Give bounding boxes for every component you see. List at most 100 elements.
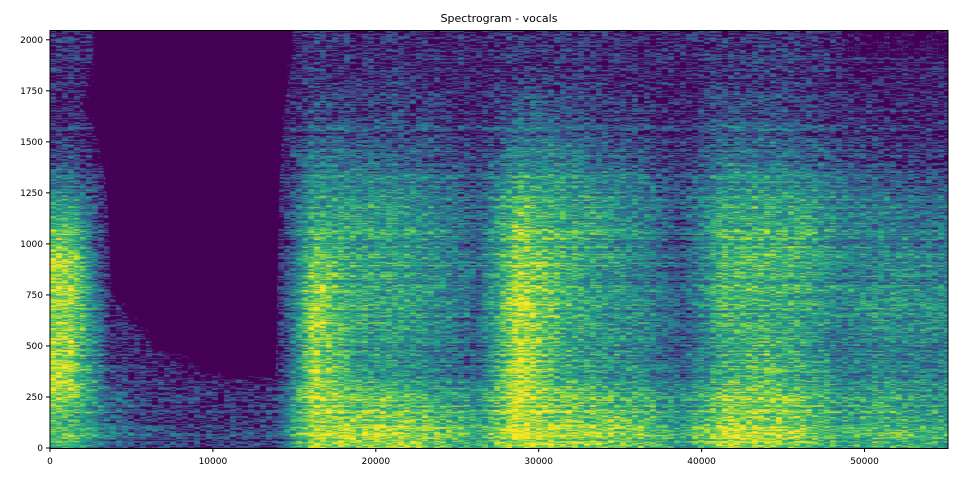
heatmap-cell xyxy=(620,30,662,83)
heatmap-cell xyxy=(375,186,418,240)
heatmap-cell xyxy=(823,239,866,292)
heatmap-cell xyxy=(335,134,377,188)
heatmap-cell xyxy=(294,395,336,449)
heatmap-cell xyxy=(50,395,92,449)
heatmap-cell xyxy=(90,239,132,292)
heatmap-cell xyxy=(335,82,377,135)
heatmap-cell xyxy=(783,82,825,135)
heatmap-cell xyxy=(905,395,949,449)
heatmap-cell xyxy=(538,395,580,449)
heatmap-cell xyxy=(375,134,418,188)
heatmap-cell xyxy=(212,134,255,188)
heatmap-cell xyxy=(620,134,662,188)
heatmap-cell xyxy=(294,82,336,135)
heatmap-cell xyxy=(864,82,906,135)
heatmap-cell xyxy=(620,291,662,344)
heatmap-cell xyxy=(294,134,336,188)
heatmap-cell xyxy=(50,82,92,135)
heatmap-cell xyxy=(497,239,540,292)
x-tick-label: 40000 xyxy=(687,457,716,467)
heatmap-cell xyxy=(253,395,295,449)
heatmap-cell xyxy=(620,239,662,292)
heatmap-cell xyxy=(416,186,458,240)
heatmap-cell xyxy=(620,343,662,397)
heatmap-cell xyxy=(538,82,580,135)
heatmap-cell xyxy=(294,291,336,344)
x-tick-label: 10000 xyxy=(199,457,228,467)
heatmap-cell xyxy=(375,291,418,344)
heatmap-cell xyxy=(497,134,540,188)
heatmap-cell xyxy=(864,30,906,83)
heatmap-cell xyxy=(172,343,214,397)
heatmap-cell xyxy=(294,343,336,397)
heatmap-cell xyxy=(212,395,255,449)
heatmap-cell xyxy=(212,343,255,397)
heatmap-cell xyxy=(742,186,784,240)
heatmap-cell xyxy=(90,186,132,240)
heatmap-cell xyxy=(50,291,92,344)
heatmap-cell xyxy=(701,82,743,135)
heatmap-cell xyxy=(335,395,377,449)
heatmap-cell xyxy=(212,82,255,135)
heatmap-cell xyxy=(905,186,949,240)
heatmap-cell xyxy=(457,239,499,292)
heatmap-cells xyxy=(50,30,949,449)
heatmap-cell xyxy=(497,186,540,240)
y-tick-label: 250 xyxy=(26,393,43,403)
x-tick-label: 30000 xyxy=(524,457,553,467)
heatmap-cell xyxy=(783,395,825,449)
heatmap-cell xyxy=(335,239,377,292)
heatmap-cell xyxy=(823,186,866,240)
heatmap-cell xyxy=(864,291,906,344)
heatmap-cell xyxy=(864,186,906,240)
y-tick-label: 1250 xyxy=(20,189,43,199)
heatmap-cell xyxy=(457,134,499,188)
heatmap-cell xyxy=(416,395,458,449)
heatmap-cell xyxy=(864,343,906,397)
heatmap-cell xyxy=(660,30,703,83)
heatmap-cell xyxy=(620,186,662,240)
heatmap-cell xyxy=(375,343,418,397)
heatmap-cell xyxy=(294,30,336,83)
heatmap-cell xyxy=(620,395,662,449)
heatmap-cell xyxy=(457,30,499,83)
heatmap-cell xyxy=(905,82,949,135)
heatmap-cell xyxy=(538,343,580,397)
heatmap-cell xyxy=(660,82,703,135)
heatmap-cell xyxy=(212,239,255,292)
heatmap-cell xyxy=(375,239,418,292)
heatmap-cell xyxy=(701,239,743,292)
heatmap-cell xyxy=(701,343,743,397)
heatmap-cell xyxy=(253,134,295,188)
heatmap-cell xyxy=(50,186,92,240)
heatmap-cell xyxy=(212,30,255,83)
heatmap-cell xyxy=(823,291,866,344)
heatmap-cell xyxy=(457,291,499,344)
heatmap-cell xyxy=(253,82,295,135)
heatmap-cell xyxy=(90,134,132,188)
heatmap-cell xyxy=(783,186,825,240)
heatmap-cell xyxy=(416,239,458,292)
heatmap-cell xyxy=(701,395,743,449)
heatmap-cell xyxy=(131,30,173,83)
y-tick-label: 500 xyxy=(26,342,43,352)
heatmap-cell xyxy=(50,343,92,397)
heatmap-cell xyxy=(783,30,825,83)
heatmap-cell xyxy=(212,186,255,240)
heatmap-cell xyxy=(335,186,377,240)
chart-title: Spectrogram - vocals xyxy=(441,12,558,25)
heatmap-cell xyxy=(905,239,949,292)
heatmap-cell xyxy=(497,343,540,397)
heatmap-cell xyxy=(701,30,743,83)
heatmap-cell xyxy=(294,239,336,292)
heatmap-cell xyxy=(701,134,743,188)
heatmap-cell xyxy=(823,134,866,188)
heatmap-cell xyxy=(253,343,295,397)
heatmap-cell xyxy=(742,82,784,135)
heatmap-cell xyxy=(457,395,499,449)
y-tick-label: 1750 xyxy=(20,87,43,97)
heatmap-cell xyxy=(660,343,703,397)
heatmap-cell xyxy=(131,186,173,240)
